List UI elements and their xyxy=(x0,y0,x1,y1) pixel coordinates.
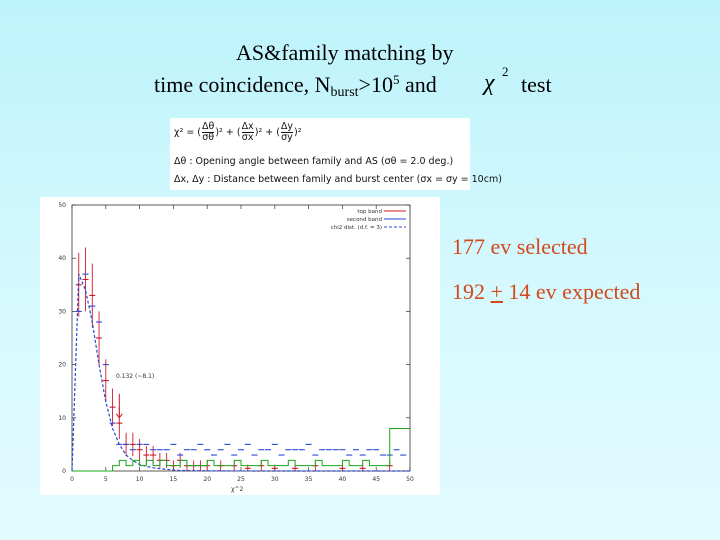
chi2-histogram-plot: 0 5 10 15 20 25 30 35 40 45 50 0 10 20 30 40 50 χ^2 0.132 … xyxy=(40,197,440,495)
theta-fraction: Δθ σθ xyxy=(202,121,215,143)
formula-xy-definition: Δx, Δy : Distance between family and bur… xyxy=(174,174,502,185)
y-denominator: σy xyxy=(281,132,293,143)
x-tick-label: 20 xyxy=(203,476,211,483)
title-line-2: time coincidence, Nburst>105 and xyxy=(154,72,437,101)
title-threshold: >10 xyxy=(358,72,393,97)
annotation-arrow-head xyxy=(115,413,123,419)
x-numerator: Δx xyxy=(241,121,254,133)
y-tick-label: 0 xyxy=(62,468,66,475)
legend-entry: top band xyxy=(357,209,382,215)
y-tick-label: 30 xyxy=(58,308,66,315)
y-fraction: Δy σy xyxy=(280,121,294,143)
title-line-1: AS&family matching by xyxy=(236,40,454,65)
theta-numerator: Δθ xyxy=(202,121,215,133)
x-axis-label: χ^2 xyxy=(231,486,243,493)
x-tick-label: 30 xyxy=(271,476,279,483)
x-tick-label: 15 xyxy=(170,476,178,483)
title-exponent: 5 xyxy=(392,72,400,87)
events-expected: 192 + 14 ev expected xyxy=(452,279,640,305)
expected-count: 192 xyxy=(452,279,491,304)
expected-error: 14 ev expected xyxy=(502,279,641,304)
x-tick-label: 25 xyxy=(237,476,245,483)
chi2-distribution-curve xyxy=(71,273,410,472)
x-tick-label: 40 xyxy=(339,476,347,483)
green-histogram-step xyxy=(72,427,410,472)
plus-minus-sign: + xyxy=(490,279,503,304)
x-tick-label: 0 xyxy=(70,476,74,483)
plot-frame xyxy=(71,204,411,472)
chart-annotation: 0.132 (~8.1) xyxy=(116,373,154,380)
x-tick-label: 5 xyxy=(104,476,108,483)
chi-exponent: 2 xyxy=(502,64,509,79)
formula-theta-definition: Δθ : Opening angle between family and AS… xyxy=(174,156,454,167)
x-tick-label: 35 xyxy=(305,476,313,483)
x-fraction: Δx σx xyxy=(241,121,254,143)
title-test-word: test xyxy=(521,72,552,97)
x-tick-label: 50 xyxy=(406,476,414,483)
x-tick-label: 10 xyxy=(136,476,144,483)
theta-denominator: σθ xyxy=(202,132,215,143)
title-line2-prefix: time coincidence, N xyxy=(154,72,331,97)
formula-definition: χ² = (Δθ σθ)² + (Δx σx)² + (Δy σy)² Δθ : Op… xyxy=(170,118,502,190)
x-denominator: σx xyxy=(241,132,254,143)
legend-entry: chi2 dist. (d.f. = 3) xyxy=(331,225,382,231)
chi-symbol: χ xyxy=(484,70,495,96)
chi2-lhs: χ² = xyxy=(174,127,195,138)
chi2-formula: χ² = (Δθ σθ)² + (Δx σx)² + (Δy σy)² xyxy=(174,121,302,143)
events-selected: 177 ev selected xyxy=(452,234,588,259)
title-burst-subscript: burst xyxy=(330,85,359,100)
y-numerator: Δy xyxy=(280,121,294,133)
x-tick-label: 45 xyxy=(372,476,380,483)
y-tick-label: 40 xyxy=(58,255,66,262)
title-and: and xyxy=(399,72,437,97)
chart-svg: 0 5 10 15 20 25 30 35 40 45 50 0 10 20 30 40 50 χ^2 0.132 … xyxy=(58,202,414,493)
y-tick-label: 10 xyxy=(58,415,66,422)
legend-entry: second band xyxy=(347,217,382,223)
y-tick-label: 50 xyxy=(58,202,66,209)
y-tick-label: 20 xyxy=(58,362,66,369)
